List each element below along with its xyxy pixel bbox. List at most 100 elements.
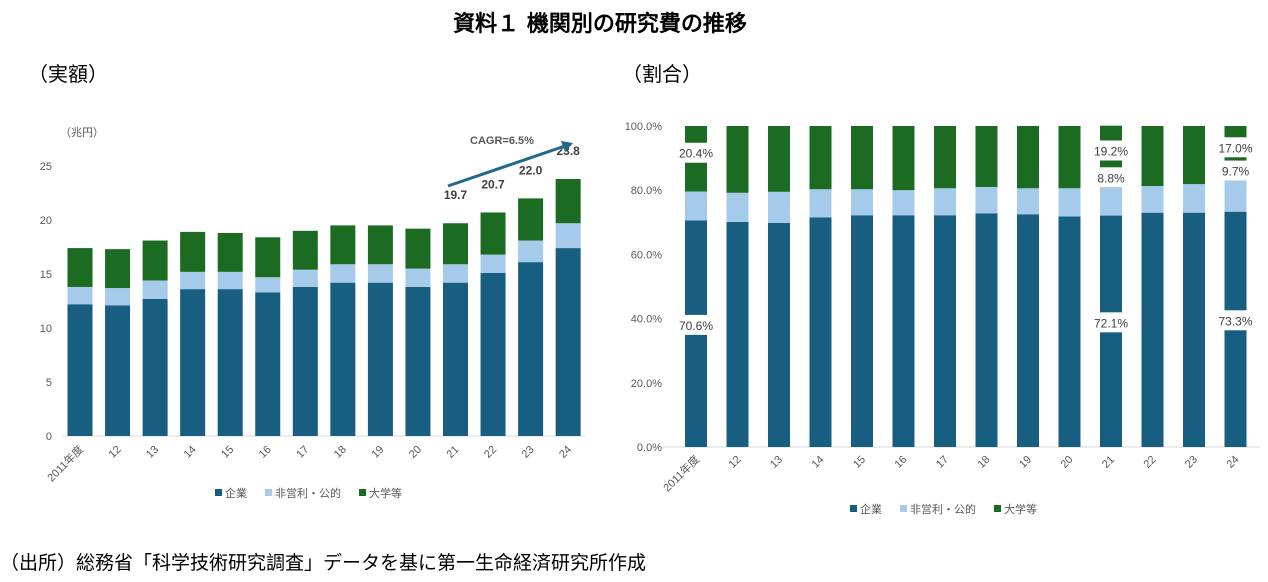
legend-label: 大学等 [369,486,402,500]
c1-xtick-label: 18 [975,454,992,471]
c0-ytick-label: 25 [40,161,52,173]
c1-bar-company [1183,212,1205,447]
total-data-label: 22.0 [519,163,543,177]
c1-bar-university [851,126,873,190]
c1-bar-university [768,126,790,192]
c1-bar-company [809,217,832,447]
percent-data-label: 19.2% [1094,144,1128,158]
c1-bar-company [768,222,790,447]
right-chart-subtitle: （割合） [622,62,702,86]
c1-bar-company [726,221,749,447]
c1-bar-nonprofit [768,191,790,223]
c1-ytick-label: 100.0% [625,121,663,133]
c1-bar-nonprofit [1224,180,1247,212]
c1-bar-university [1017,126,1039,189]
cagr-arrow-line [447,144,566,188]
c0-xtick-label: 23 [520,444,537,461]
percent-data-label: 20.4% [679,147,713,161]
c0-bar-university [367,225,393,265]
c0-bar-company [330,282,356,436]
legend-swatch-1 [265,489,272,496]
c0-bar-company [142,298,168,436]
c0-ytick-label: 20 [40,215,52,227]
total-data-label: 19.7 [444,188,468,202]
c0-bar-company [180,289,206,436]
c0-bar-nonprofit [67,286,93,305]
c0-bar-nonprofit [443,264,468,283]
c0-xtick-label: 12 [107,444,124,461]
c1-bar-university [1141,126,1164,187]
c1-xtick-label: 2011年度 [660,452,702,494]
c0-bar-university [518,198,544,241]
c0-bar-nonprofit [330,264,356,283]
c0-ytick-label: 10 [40,323,52,335]
c0-bar-university [217,232,243,272]
c0-bar-company [105,305,131,436]
c1-ytick-label: 0.0% [637,442,662,454]
page-title: 資料１ 機関別の研究費の推移 [453,12,747,37]
c0-bar-company [217,289,243,436]
c0-ytick-label: 5 [46,377,52,389]
data-label-background [1099,140,1123,161]
c1-ytick-label: 20.0% [631,378,662,390]
c1-bar-nonprofit [1100,187,1122,216]
c0-bar-company [443,282,468,436]
data-label-background [684,142,708,163]
c1-xtick-label: 16 [892,454,909,471]
c0-xtick-label: 18 [332,444,349,461]
c1-bar-university [1058,126,1081,189]
c1-bar-company [1058,216,1081,447]
c0-xtick-label: 15 [219,444,236,461]
c0-bar-university [292,230,318,270]
c0-bar-university [330,225,356,265]
c0-bar-university [555,178,581,224]
c0-bar-university [105,249,131,289]
c0-ytick-label: 0 [46,431,52,443]
data-label-background [1099,312,1123,333]
legend-swatch-1 [900,505,907,512]
c0-bar-nonprofit [480,254,506,273]
percent-data-label: 17.0% [1218,141,1252,155]
c0-xtick-label: 21 [444,444,461,461]
c0-bar-nonprofit [180,271,206,290]
c1-xtick-label: 19 [1017,454,1034,471]
data-label-background [1223,310,1248,331]
c1-bar-company [851,215,873,447]
c1-bar-company [1141,212,1164,447]
legend-label: 非営利・公的 [910,502,976,516]
c0-bar-university [67,248,93,287]
c1-bar-university [975,126,998,187]
c0-xtick-label: 19 [369,444,386,461]
c0-bar-nonprofit [555,223,581,249]
c0-bar-nonprofit [142,280,168,299]
c0-bar-company [367,282,393,436]
c0-bar-nonprofit [292,269,318,287]
data-label-background [684,314,708,335]
c1-bar-university [892,126,915,191]
c0-bar-company [480,272,506,436]
c1-bar-nonprofit [809,189,832,218]
c0-bar-university [443,223,468,265]
c0-xtick-label: 24 [557,444,574,461]
c1-xtick-label: 23 [1183,454,1200,471]
left-chart-subtitle: （実額） [28,62,108,86]
c0-bar-university [480,212,506,255]
c0-xtick-label: 17 [294,444,311,461]
c0-bar-nonprofit [367,264,393,283]
c1-xtick-label: 17 [934,454,951,471]
c1-xtick-label: 24 [1224,454,1241,471]
c0-bar-university [142,240,168,281]
c0-bar-nonprofit [105,288,131,306]
data-label-background [1223,137,1248,158]
legend-label: 大学等 [1004,502,1037,516]
c0-bar-company [255,292,281,436]
c0-bar-company [405,286,431,436]
c0-bar-company [555,248,581,436]
c1-xtick-label: 20 [1058,454,1075,471]
c0-bar-company [292,286,318,436]
c0-xtick-label: 14 [182,444,199,461]
c0-bar-nonprofit [518,240,544,263]
c0-xtick-label: 20 [407,444,424,461]
legend-label: 企業 [225,486,247,500]
c1-bar-nonprofit [975,186,998,214]
